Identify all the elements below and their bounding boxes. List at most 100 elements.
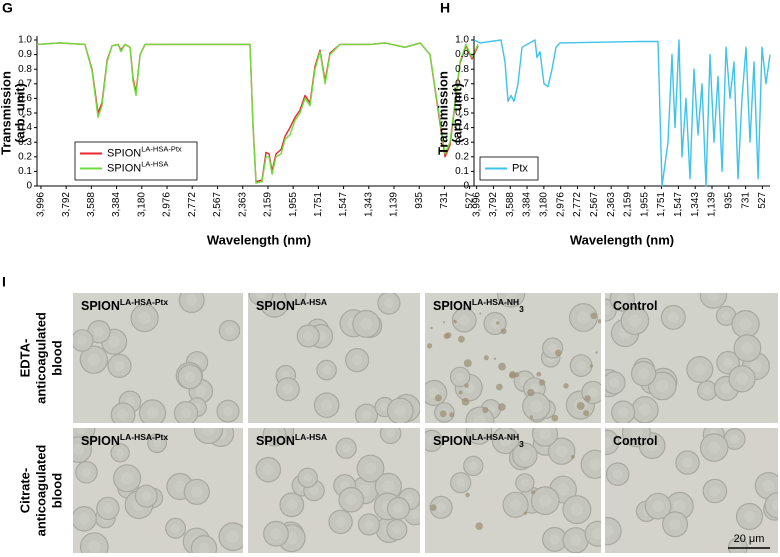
cell-center bbox=[345, 494, 357, 506]
cell-center bbox=[290, 293, 300, 299]
y-tick-label: 0.9 bbox=[455, 49, 469, 60]
y-tick-label: 0.7 bbox=[18, 78, 32, 89]
cell-center bbox=[303, 331, 314, 341]
debris bbox=[496, 383, 503, 391]
legend-label-superscript: LA-HSA bbox=[141, 159, 168, 168]
cell-center bbox=[539, 494, 552, 507]
cell-center bbox=[612, 469, 623, 480]
y-axis-label: Transmission bbox=[435, 71, 450, 155]
cell-center bbox=[426, 436, 437, 446]
y-tick-label: 0.4 bbox=[18, 122, 32, 133]
row-label: blood bbox=[49, 473, 64, 508]
cell-center bbox=[721, 311, 731, 321]
cell-center bbox=[394, 405, 407, 417]
column-header-name: SPION bbox=[81, 299, 120, 313]
micrograph bbox=[248, 428, 420, 553]
debris bbox=[449, 412, 455, 418]
debris bbox=[434, 394, 442, 402]
cell-center bbox=[639, 403, 651, 416]
x-tick-label: 2,363 bbox=[237, 192, 248, 217]
cell-center bbox=[121, 472, 134, 485]
y-tick-label: 0.9 bbox=[18, 49, 32, 60]
debris bbox=[595, 351, 598, 354]
cell bbox=[764, 492, 778, 519]
x-tick-label: 2,772 bbox=[187, 192, 198, 217]
cell-center bbox=[410, 509, 420, 520]
cell-center bbox=[202, 428, 215, 436]
x-tick-label: 731 bbox=[439, 192, 450, 209]
x-tick-label: 3,384 bbox=[522, 192, 533, 217]
debris bbox=[523, 511, 528, 515]
cell-center bbox=[255, 293, 267, 299]
cell-center bbox=[174, 480, 186, 493]
cell-center bbox=[321, 399, 333, 411]
column-header-superscript: LA-HSA-Ptx bbox=[120, 297, 168, 307]
x-tick-label: 527 bbox=[464, 192, 475, 209]
y-tick-label: 0 bbox=[463, 181, 469, 192]
debris bbox=[597, 319, 601, 324]
debris bbox=[430, 326, 433, 330]
column-header: SPIONLA-HSA bbox=[256, 432, 327, 448]
micrograph bbox=[73, 428, 243, 553]
legend-label-name: Ptx bbox=[512, 162, 528, 174]
cell-center bbox=[138, 312, 151, 325]
cell-center bbox=[682, 457, 693, 468]
column-header: SPIONLA-HSA-Ptx bbox=[81, 432, 168, 448]
cell-center bbox=[694, 363, 706, 376]
cell-center bbox=[616, 293, 628, 305]
legend-label-name: SPION bbox=[107, 147, 141, 159]
cell-center bbox=[93, 326, 104, 337]
cell-center bbox=[749, 360, 762, 373]
column-header-subscript: 3 bbox=[519, 304, 524, 314]
cell-center bbox=[198, 542, 210, 553]
debris bbox=[463, 359, 472, 368]
cell-center bbox=[225, 326, 234, 336]
y-tick-label: 1.0 bbox=[455, 35, 469, 46]
row-label: EDTA- bbox=[17, 339, 32, 378]
cell-center bbox=[469, 461, 478, 471]
cell-center bbox=[171, 523, 180, 533]
legend-label-name: SPION bbox=[107, 162, 141, 174]
y-axis-label: (arb. unit) bbox=[449, 83, 464, 143]
micrograph bbox=[605, 428, 778, 553]
cell-center bbox=[519, 449, 531, 461]
column-header-superscript: LA-HSA-NH bbox=[472, 432, 519, 442]
debris bbox=[555, 349, 562, 357]
debris bbox=[496, 321, 500, 325]
debris bbox=[531, 490, 536, 495]
cell-center bbox=[576, 360, 586, 371]
cell-center bbox=[186, 294, 198, 306]
debris bbox=[439, 410, 447, 418]
y-tick-label: 0.2 bbox=[18, 151, 32, 162]
micrograph bbox=[425, 428, 601, 553]
x-tick-label: 2,567 bbox=[212, 192, 223, 217]
cell-center bbox=[191, 486, 203, 498]
scale-bar-label: 20 μm bbox=[734, 533, 765, 545]
panel-letter: H bbox=[440, 0, 450, 16]
cell-center bbox=[270, 528, 282, 540]
cell bbox=[248, 293, 274, 306]
cell-center bbox=[458, 314, 470, 326]
debris bbox=[551, 414, 559, 422]
cell-center bbox=[436, 502, 447, 513]
cell-center bbox=[669, 518, 681, 530]
cell-center bbox=[351, 354, 363, 366]
cell-center bbox=[723, 357, 734, 368]
debris bbox=[571, 455, 575, 459]
cell-center bbox=[630, 428, 643, 440]
row-label: Citrate- bbox=[17, 468, 32, 514]
column-header: SPIONLA-HSA-NH3 bbox=[433, 297, 524, 314]
debris bbox=[458, 390, 463, 395]
x-tick-label: 3,180 bbox=[136, 192, 147, 217]
column-header-subscript: 3 bbox=[519, 439, 524, 449]
cell-center bbox=[146, 407, 159, 419]
debris bbox=[443, 321, 445, 324]
cell-center bbox=[605, 525, 614, 538]
column-header: SPIONLA-HSA-NH3 bbox=[433, 432, 524, 449]
x-tick-label: 1,139 bbox=[707, 192, 718, 217]
y-tick-label: 0.5 bbox=[455, 108, 469, 119]
column-header: SPIONLA-HSA-Ptx bbox=[81, 297, 168, 313]
legend-label: Ptx bbox=[512, 162, 528, 174]
column-header-superscript: LA-HSA bbox=[295, 297, 327, 307]
column-header: Control bbox=[613, 434, 657, 448]
